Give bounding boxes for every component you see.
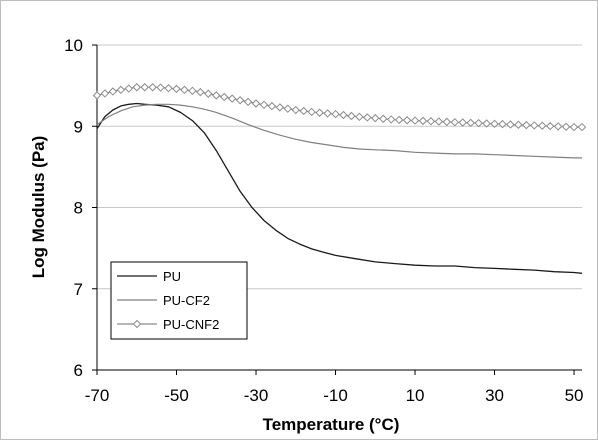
data-point-diamond <box>132 319 142 329</box>
data-point-diamond <box>156 83 165 92</box>
data-point-diamond <box>347 111 356 121</box>
data-point-diamond <box>251 99 261 108</box>
data-point-diamond <box>299 106 308 116</box>
tick-labels: 6 7 8 9 10 -70 -50 -30 -10 10 30 50 <box>64 36 583 405</box>
legend-item: PU-CNF2 <box>117 317 219 332</box>
data-point-diamond <box>124 84 134 93</box>
legend: PU PU-CF2 PU-CNF2 <box>110 261 248 340</box>
x-tick-label: -50 <box>164 386 189 405</box>
data-point-diamond <box>434 117 444 126</box>
series-pu-cf2 <box>96 103 582 159</box>
data-point-diamond <box>243 97 253 107</box>
data-point-diamond <box>371 113 380 123</box>
x-tick-label: 50 <box>565 386 584 405</box>
data-point-diamond <box>212 91 221 100</box>
data-point-diamond <box>164 84 173 93</box>
legend-item: PU <box>117 269 181 284</box>
data-point-diamond <box>204 89 213 98</box>
data-point-diamond <box>196 87 205 97</box>
y-tick-label: 6 <box>74 361 83 380</box>
data-point-diamond <box>339 110 348 120</box>
series-pu-cnf2 <box>92 83 587 132</box>
data-point-diamond <box>458 118 467 127</box>
data-point-diamond <box>450 117 459 127</box>
data-point-diamond <box>323 109 332 118</box>
data-point-diamond <box>498 119 507 129</box>
data-point-diamond <box>379 114 388 123</box>
data-point-diamond <box>577 122 587 132</box>
data-point-diamond <box>410 116 420 125</box>
data-point-diamond <box>545 121 555 131</box>
data-point-diamond <box>474 118 483 128</box>
series-line <box>96 102 583 274</box>
data-point-diamond <box>402 116 412 125</box>
y-tick-label: 10 <box>64 36 83 55</box>
series-pu <box>96 102 583 274</box>
data-point-diamond <box>259 100 269 110</box>
data-point-diamond <box>482 119 491 128</box>
data-point-diamond <box>132 83 141 92</box>
data-point-diamond <box>553 122 563 131</box>
data-point-diamond <box>386 115 396 124</box>
data-point-diamond <box>514 120 523 129</box>
x-tick-label: 10 <box>406 386 425 405</box>
x-tick-label: 30 <box>485 386 504 405</box>
data-point-diamond <box>235 96 245 105</box>
series-line <box>96 103 582 159</box>
x-tick-label: -70 <box>85 386 110 405</box>
data-point-diamond <box>220 92 229 102</box>
data-point-diamond <box>307 107 316 117</box>
y-tick-label: 7 <box>74 280 83 299</box>
data-point-diamond <box>561 122 571 131</box>
data-point-diamond <box>180 85 189 95</box>
legend-item: PU-CF2 <box>117 293 210 308</box>
legend-label: PU-CNF2 <box>163 317 219 332</box>
x-tick-label: -10 <box>323 386 348 405</box>
data-point-diamond <box>100 89 110 98</box>
data-point-diamond <box>530 121 539 130</box>
data-point-diamond <box>116 85 126 95</box>
legend-label: PU-CF2 <box>163 293 210 308</box>
data-point-diamond <box>466 118 475 128</box>
data-point-diamond <box>506 120 515 129</box>
data-point-diamond <box>283 104 293 113</box>
data-point-diamond <box>275 103 285 112</box>
x-axis-title: Temperature (°C) <box>263 415 400 434</box>
data-point-diamond <box>522 120 531 130</box>
data-point-diamond <box>363 113 372 122</box>
series-layer <box>92 83 587 274</box>
y-tick-label: 8 <box>74 199 83 218</box>
data-point-diamond <box>490 119 499 129</box>
data-point-diamond <box>188 86 197 96</box>
data-point-diamond <box>315 108 324 117</box>
data-point-diamond <box>291 105 300 115</box>
data-point-diamond <box>355 112 364 122</box>
data-point-diamond <box>426 117 436 126</box>
data-point-diamond <box>394 115 404 125</box>
data-point-diamond <box>569 122 579 132</box>
data-point-diamond <box>108 87 118 96</box>
data-point-diamond <box>148 83 157 92</box>
x-tick-label: -30 <box>244 386 269 405</box>
y-tick-label: 9 <box>74 117 83 136</box>
data-point-diamond <box>538 121 547 130</box>
data-point-diamond <box>418 116 428 126</box>
data-point-diamond <box>140 83 149 92</box>
data-point-diamond <box>92 91 102 100</box>
data-point-diamond <box>267 101 277 111</box>
data-point-diamond <box>227 94 237 103</box>
y-axis-title: Log Modulus (Pa) <box>29 136 48 279</box>
data-point-diamond <box>442 117 452 127</box>
data-point-diamond <box>172 84 181 94</box>
data-point-diamond <box>331 109 340 119</box>
legend-label: PU <box>163 269 181 284</box>
